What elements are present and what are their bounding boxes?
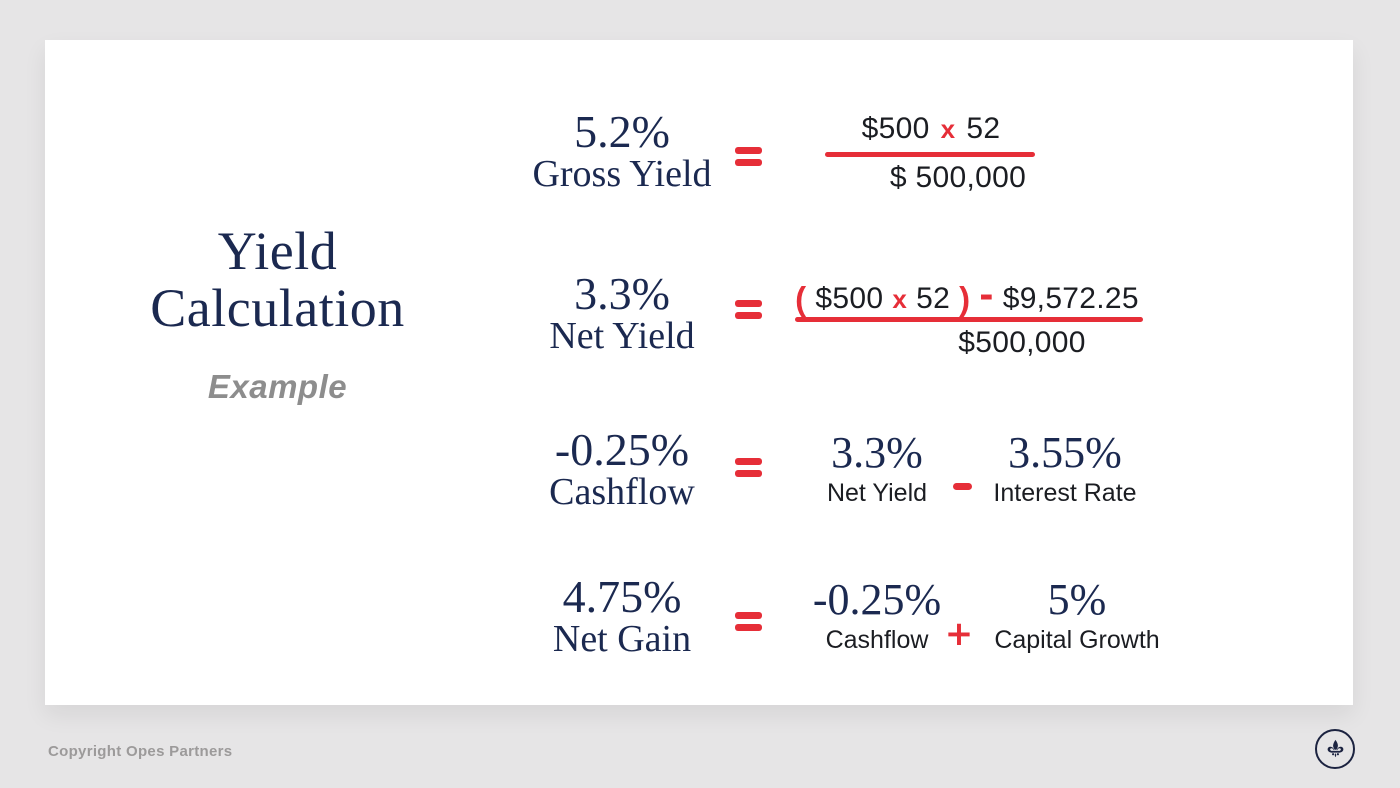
operand-value: -0.25%: [812, 575, 942, 624]
result-block: 5.2% Gross Yield: [487, 106, 757, 195]
operand-label: Net Yield: [826, 479, 928, 507]
result-label: Cashflow: [549, 471, 695, 513]
weeks-count: 52: [966, 112, 1001, 145]
fraction-bar: [795, 317, 1143, 322]
times-operator: x: [940, 114, 956, 144]
operand-value: 3.3%: [831, 428, 923, 477]
title-block: Yield Calculation Example: [140, 221, 415, 406]
result-label: Gross Yield: [532, 153, 712, 195]
copyright-text: Copyright Opes Partners: [48, 743, 233, 760]
page-subtitle: Example: [207, 368, 348, 405]
operand-b: 5% Capital Growth: [994, 575, 1160, 654]
result-label: Net Gain: [552, 618, 692, 660]
operand-label: Cashflow: [825, 626, 929, 654]
equals-sign: =: [735, 612, 762, 631]
slide-card: Yield Calculation Example 5.2% Gross Yie…: [45, 40, 1353, 705]
result-value: 3.3%: [574, 268, 670, 319]
plus-operator: +: [944, 614, 974, 654]
operand-value: 5%: [1047, 575, 1107, 624]
equals-sign: =: [735, 300, 762, 319]
operand-a: 3.3% Net Yield: [826, 428, 928, 507]
operand-label: Capital Growth: [994, 626, 1160, 654]
logo-badge: [1315, 729, 1355, 769]
fraction-denominator: $500,000: [958, 326, 1086, 359]
result-label: Net Yield: [549, 315, 695, 357]
fraction-denominator: $ 500,000: [889, 161, 1027, 194]
page-title: Yield Calculation: [150, 221, 405, 338]
result-block: 4.75% Net Gain: [487, 571, 757, 660]
fraction-numerator: $500 x 52: [862, 113, 1001, 145]
fleur-de-lis-icon: [1324, 738, 1347, 761]
close-paren: ): [959, 280, 971, 317]
result-value: 4.75%: [562, 571, 682, 622]
operand-value: 3.55%: [1008, 428, 1122, 477]
fraction-bar: [825, 152, 1035, 157]
weeks-count: 52: [916, 282, 951, 315]
result-value: 5.2%: [574, 106, 670, 157]
operand-label: Interest Rate: [993, 479, 1137, 507]
result-value: -0.25%: [554, 424, 690, 475]
minus-operator: -: [953, 483, 972, 490]
open-paren: (: [795, 280, 807, 317]
rent-amount: $500: [815, 282, 884, 315]
fraction-numerator: ( $500 x 52 ) - $9,572.25: [795, 270, 1139, 317]
rent-amount: $500: [861, 112, 930, 145]
expenses-amount: $9,572.25: [1002, 282, 1139, 315]
equals-sign: =: [735, 458, 762, 477]
result-block: -0.25% Cashflow: [487, 424, 757, 513]
operand-a: -0.25% Cashflow: [812, 575, 942, 654]
equals-sign: =: [735, 147, 762, 166]
operand-b: 3.55% Interest Rate: [993, 428, 1137, 507]
result-block: 3.3% Net Yield: [487, 268, 757, 357]
minus-operator: -: [979, 270, 994, 317]
times-operator: x: [892, 284, 908, 314]
